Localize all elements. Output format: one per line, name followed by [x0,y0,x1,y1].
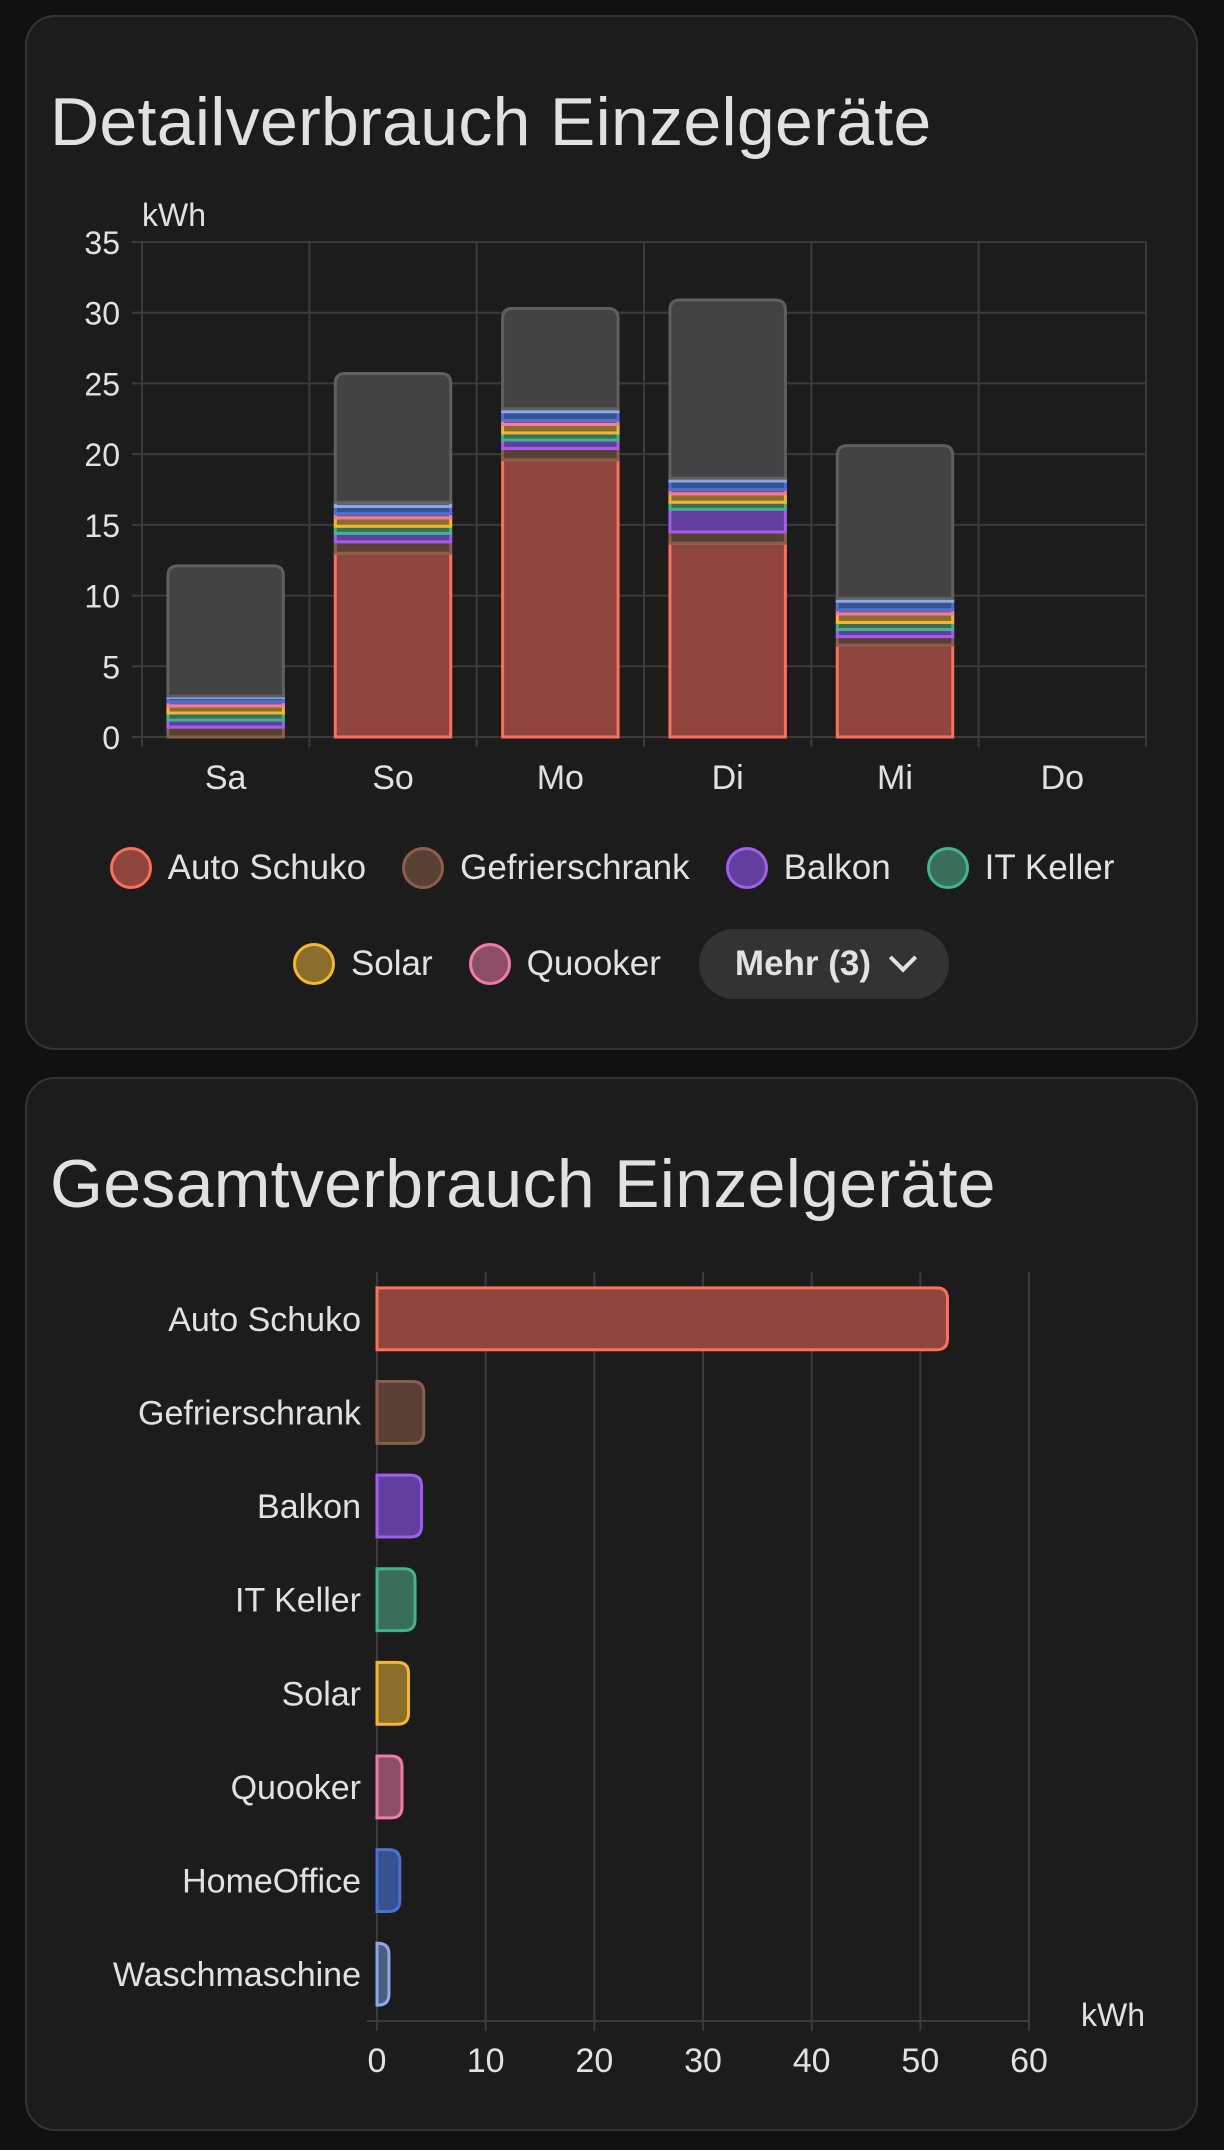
legend-item[interactable]: Quooker [468,943,661,985]
bar-segment [333,551,453,739]
y-tick-label: Quooker [231,1769,361,1807]
legend-swatch [926,847,969,889]
x-tick-label: Do [1041,759,1084,797]
legend-swatch [109,847,152,889]
bar [375,1941,391,2007]
y-tick-label: 30 [84,296,120,332]
bar [375,1848,402,1913]
bar-segment [668,541,787,739]
y-tick-label: Solar [282,1675,361,1713]
legend-more-button[interactable]: Mehr (3) [698,929,950,999]
x-tick-label: 20 [575,2042,613,2080]
x-tick-label: 50 [901,2042,939,2080]
legend-swatch [725,847,768,889]
legend-item[interactable]: IT Keller [926,847,1115,889]
bar [375,1380,426,1445]
bar-segment [835,643,955,739]
legend-item[interactable]: Solar [292,943,433,985]
y-tick-label: Gefrierschrank [138,1394,362,1432]
bar-segment [501,306,620,411]
x-axis-unit: kWh [1081,1997,1145,2033]
legend-label: Solar [350,944,433,983]
detail-chart-title: Detailverbrauch Einzelgeräte [50,84,932,160]
x-tick-label: Sa [205,759,247,797]
y-tick-label: Waschmaschine [113,1956,361,1994]
legend-more-label: Mehr (3) [734,944,872,983]
y-tick-label: Auto Schuko [168,1301,361,1339]
legend-swatch [292,943,335,985]
x-tick-label: 30 [684,2042,722,2080]
y-tick-label: 35 [84,225,120,261]
legend-item[interactable]: Auto Schuko [109,847,367,889]
y-tick-label: Balkon [257,1488,361,1526]
y-tick-label: HomeOffice [182,1863,361,1901]
y-axis-unit: kWh [142,197,206,233]
x-tick-label: Di [712,759,744,797]
y-tick-label: IT Keller [235,1582,361,1620]
legend-label: Quooker [526,944,661,983]
x-tick-label: 10 [467,2042,505,2080]
legend-item[interactable]: Balkon [725,847,891,889]
x-tick-label: 40 [793,2042,831,2080]
legend-item[interactable]: Gefrierschrank [402,847,690,889]
legend-label: Balkon [783,848,891,887]
bar [375,1473,424,1539]
total-consumption-card [25,1077,1198,2131]
y-tick-label: 5 [102,649,120,685]
bar-segment [166,564,285,698]
legend-label: Gefrierschrank [460,848,690,887]
x-tick-label: 0 [368,2042,387,2080]
legend-label: IT Keller [984,848,1115,887]
x-tick-label: 60 [1010,2042,1048,2080]
y-tick-label: 0 [102,720,120,756]
bar-segment [835,444,955,600]
x-tick-label: Mi [877,759,913,797]
bar-segment [668,298,787,480]
bar [375,1567,417,1633]
bar [375,1286,949,1352]
total-chart-title: Gesamtverbrauch Einzelgeräte [50,1146,996,1222]
bar-segment [333,372,453,504]
detail-stacked-bar-chart: 0 5 10 15 20 25 30 35 Sa So Mo Di Mi Do kWh [84,197,1147,797]
y-tick-label: 10 [84,579,120,615]
x-tick-label: Mo [537,759,584,797]
bar [375,1754,404,1820]
y-tick-label: 15 [84,508,120,544]
legend-swatch [468,943,511,985]
bar [375,1660,411,1726]
legend-label: Auto Schuko [167,848,367,887]
y-tick-label: 20 [84,437,120,473]
legend-swatch [402,847,445,889]
y-tick-label: 25 [84,366,120,402]
x-tick-label: So [372,759,414,797]
